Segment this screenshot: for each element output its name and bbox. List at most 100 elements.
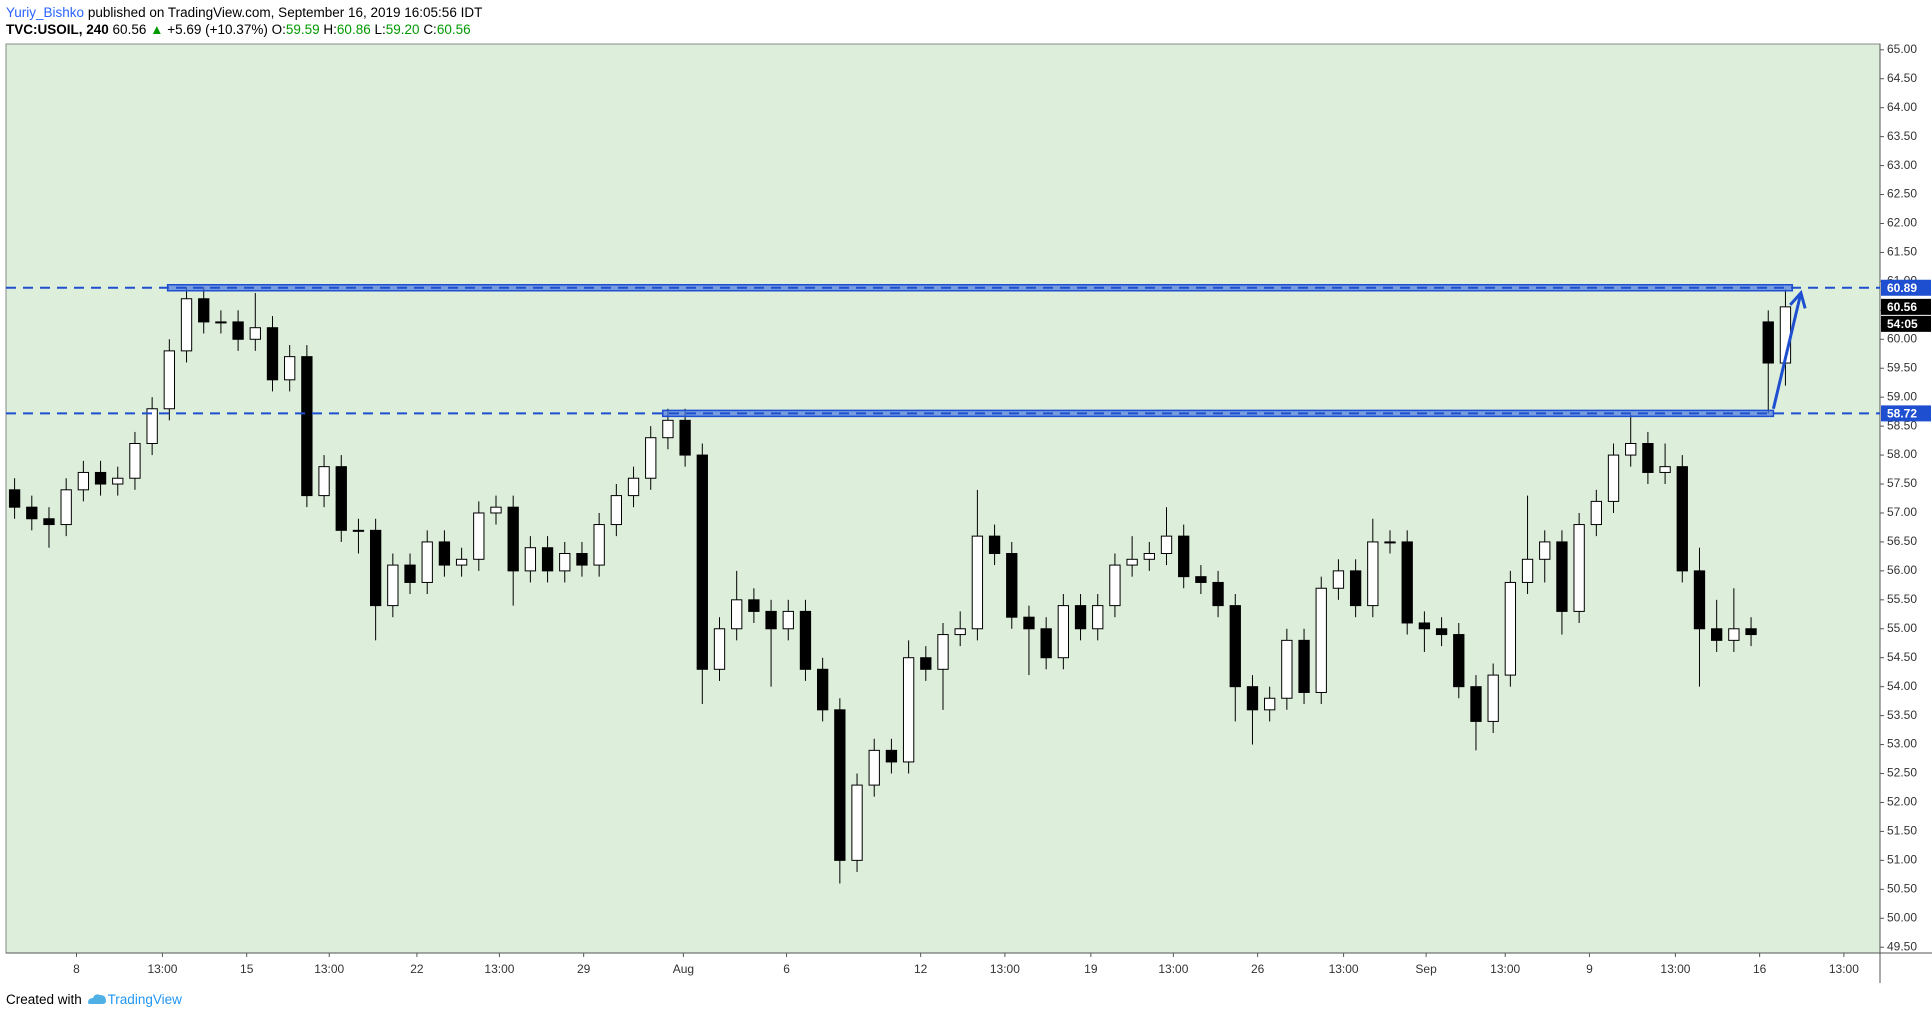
candle-body xyxy=(1573,524,1585,612)
candle-body xyxy=(1178,535,1190,578)
level-price-box xyxy=(1881,405,1931,422)
candle-body xyxy=(713,628,726,670)
candle-body xyxy=(249,327,261,340)
y-tick-label: 64.00 xyxy=(1887,100,1917,114)
x-tick-label: Aug xyxy=(673,962,694,976)
y-tick-label: 54.00 xyxy=(1887,679,1917,693)
level-price-label: 58.72 xyxy=(1887,407,1917,421)
candle-body xyxy=(318,466,330,497)
candle-body xyxy=(1418,622,1431,630)
x-tick-label: 29 xyxy=(577,962,591,976)
candle-body xyxy=(1298,639,1310,693)
y-tick-label: 55.50 xyxy=(1887,592,1917,606)
candle-body xyxy=(438,541,451,566)
candle-body xyxy=(215,321,227,324)
candle-body xyxy=(1160,535,1173,555)
y-tick-label: 53.50 xyxy=(1887,708,1917,722)
candle-body xyxy=(404,564,416,583)
candle-body xyxy=(971,535,984,630)
last-price-label: 60.56 xyxy=(1887,300,1917,314)
logo xyxy=(87,994,106,1004)
up-arrow: ▲ xyxy=(150,22,164,37)
candle-body xyxy=(1728,628,1740,641)
x-tick-label: 13:00 xyxy=(1829,962,1859,976)
y-tick-label: 58.50 xyxy=(1887,418,1917,432)
x-tick-label: Sep xyxy=(1415,962,1437,976)
y-tick-label: 65.00 xyxy=(1887,42,1917,56)
y-tick-label: 60.00 xyxy=(1887,331,1917,345)
candle-body xyxy=(1521,558,1534,583)
candle-body xyxy=(284,356,296,381)
brand[interactable]: TradingView xyxy=(107,992,182,1007)
candle-body xyxy=(266,327,279,381)
y-tick-label: 58.00 xyxy=(1887,447,1917,461)
candle-body xyxy=(1349,570,1362,607)
candle-body xyxy=(1281,639,1293,699)
y-tick-label: 51.50 xyxy=(1887,824,1917,838)
candle-body xyxy=(559,553,571,572)
y-tick-label: 55.00 xyxy=(1887,621,1917,635)
h: 60.86 xyxy=(336,22,371,37)
change: +5.69 (+10.37%) xyxy=(167,22,268,37)
candle-body xyxy=(593,524,605,566)
x-tick-label: 19 xyxy=(1084,962,1098,976)
y-tick-label: 61.50 xyxy=(1887,245,1917,259)
candle-body xyxy=(1453,634,1465,688)
candle-body xyxy=(369,529,382,607)
countdown-box xyxy=(1881,315,1931,332)
l: 59.20 xyxy=(385,22,420,37)
candle-body xyxy=(1126,558,1138,566)
y-tick-label: 50.50 xyxy=(1887,881,1917,895)
x-tick-label: 13:00 xyxy=(1660,962,1690,976)
candle-body xyxy=(662,419,674,439)
candle-body xyxy=(43,518,55,526)
candle-body xyxy=(112,477,124,485)
countdown: 54:05 xyxy=(1887,317,1918,331)
candle-body xyxy=(937,634,949,670)
candle-body xyxy=(1367,541,1379,607)
candle-body xyxy=(180,298,193,352)
candle-body xyxy=(920,657,932,670)
candle-body xyxy=(1625,442,1637,456)
candle-body xyxy=(782,610,794,630)
x-tick-label: 13:00 xyxy=(314,962,344,976)
candle-body xyxy=(1057,605,1070,659)
candle-body xyxy=(988,535,1001,555)
candle-body xyxy=(232,321,244,340)
candle-body xyxy=(541,547,554,572)
candle-body xyxy=(1195,576,1207,583)
candle-body xyxy=(1229,605,1241,688)
candle-body xyxy=(163,350,175,410)
author[interactable]: Yuriy_Bishko xyxy=(6,5,85,20)
x-tick-label: 6 xyxy=(783,962,790,976)
candle-body xyxy=(146,408,158,444)
x-tick-label: 13:00 xyxy=(990,962,1020,976)
candle-body xyxy=(129,442,141,479)
x-tick-label: 9 xyxy=(1586,962,1593,976)
x-tick-label: 13:00 xyxy=(1490,962,1520,976)
candle-body xyxy=(1504,581,1517,676)
footer: Created with TradingView xyxy=(6,990,182,1007)
candle-body xyxy=(1092,605,1104,630)
last-price-box xyxy=(1881,298,1931,315)
candle-body xyxy=(1659,466,1671,473)
candle-body xyxy=(1470,686,1482,722)
candle-body xyxy=(507,506,519,572)
candle-body xyxy=(1074,605,1087,630)
candle-body xyxy=(576,553,588,566)
c: 60.56 xyxy=(436,22,471,37)
y-tick-label: 62.50 xyxy=(1887,187,1917,201)
candle-body xyxy=(799,610,812,670)
candle-body xyxy=(679,419,691,456)
y-tick-label: 53.00 xyxy=(1887,737,1917,751)
candle-body xyxy=(885,749,898,763)
c-label: C: xyxy=(423,22,437,37)
candle-body xyxy=(816,668,829,711)
y-tick-label: 50.00 xyxy=(1887,910,1917,924)
candle-body xyxy=(954,628,966,636)
candle-body xyxy=(490,506,502,514)
y-tick-label: 63.50 xyxy=(1887,129,1917,143)
candle-body xyxy=(1642,442,1654,473)
candle-body xyxy=(1384,541,1396,544)
